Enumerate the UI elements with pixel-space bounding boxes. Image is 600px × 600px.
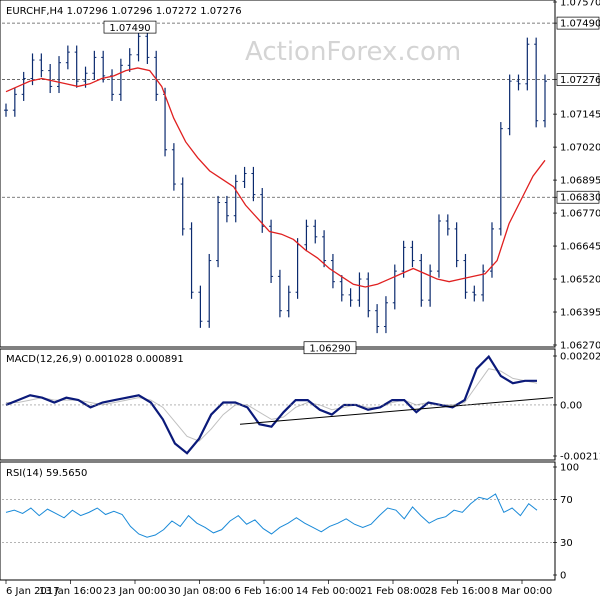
macd-panel-title: MACD(12,26,9) 0.001028 0.000891 — [6, 354, 184, 365]
x-axis-tick-label: 23 Jan 00:00 — [103, 586, 166, 597]
x-axis-tick-label: 14 Feb 00:00 — [296, 586, 362, 597]
x-axis-tick-label: 6 Jan 2017 — [6, 586, 60, 597]
price-axis-tick-label: 1.07145 — [560, 110, 600, 121]
price-panel-frame — [0, 0, 556, 348]
price-axis-tick-label: 1.06770 — [560, 209, 600, 220]
macd-trendline — [239, 397, 554, 425]
price-annotation-label: 1.07490 — [109, 23, 150, 34]
price-panel-title: EURCHF,H4 1.07296 1.07296 1.07272 1.0727… — [6, 6, 242, 17]
x-axis-tick-label: 21 Feb 08:00 — [360, 586, 426, 597]
price-annotation-box — [103, 20, 157, 34]
macd-panel-frame — [0, 348, 556, 461]
x-axis-tick-label: 8 Mar 00:00 — [492, 586, 552, 597]
rsi-axis-tick-label: 0 — [560, 571, 566, 582]
macd-axis-tick-label: -0.002116 — [560, 452, 600, 463]
watermark: ActionForex.com — [245, 37, 461, 67]
price-annotation-label: 1.06290 — [309, 344, 350, 355]
x-axis-tick-label: 13 Jan 16:00 — [39, 586, 102, 597]
macd-signal-line — [6, 368, 538, 442]
price-annotation-box — [303, 341, 357, 355]
rsi-axis-tick-label: 70 — [560, 495, 573, 506]
price-axis-tick-label: 1.07570 — [560, 0, 600, 9]
x-axis-tick-label: 6 Feb 16:00 — [234, 586, 293, 597]
price-axis-tick-label: 1.06830 — [560, 193, 600, 204]
x-axis-tick-label: 30 Jan 08:00 — [168, 586, 231, 597]
price-axis-tick-label: 1.07020 — [560, 143, 600, 154]
rsi-series-layer — [2, 493, 553, 543]
price-axis-tick-label: 1.06270 — [560, 341, 600, 352]
price-axis-tick-label: 1.07490 — [560, 19, 600, 30]
price-axis-tick-label: 1.06895 — [560, 176, 600, 187]
price-series-layer: 1.07490 1.06290 — [2, 20, 553, 355]
x-axis-tick-label: 28 Feb 16:00 — [425, 586, 491, 597]
macd-axis-tick-label: 0.002027 — [560, 352, 600, 363]
price-axis-tick-label: 1.06395 — [560, 308, 600, 319]
rsi-axis-tick-label: 100 — [560, 463, 579, 474]
rsi-axis-tick-label: 30 — [560, 538, 573, 549]
rsi-panel-frame — [0, 461, 556, 581]
axis-layer: 1.07570 1.07490 1.07276 1.07145 1.07020 1.068… — [5, 0, 600, 597]
rsi-panel-title: RSI(14) 59.5650 — [6, 468, 87, 479]
price-axis-tick-label: 1.06645 — [560, 242, 600, 253]
price-axis-tick-label: 1.06520 — [560, 275, 600, 286]
price-moving-average-line — [5, 67, 546, 288]
macd-series-layer — [2, 354, 554, 455]
price-axis-tick-label: 1.07276 — [560, 75, 600, 86]
rsi-line — [5, 493, 538, 538]
macd-axis-tick-label: 0.00 — [560, 400, 582, 411]
